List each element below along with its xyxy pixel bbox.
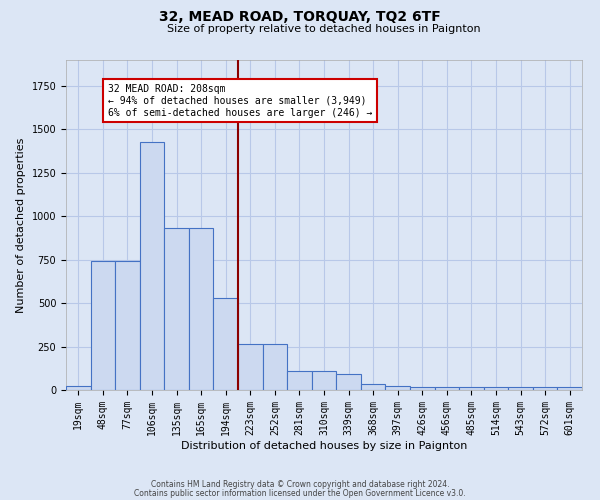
Bar: [66, 386, 91, 390]
Title: Size of property relative to detached houses in Paignton: Size of property relative to detached ho…: [167, 24, 481, 34]
Text: 32 MEAD ROAD: 208sqm
← 94% of detached houses are smaller (3,949)
6% of semi-det: 32 MEAD ROAD: 208sqm ← 94% of detached h…: [108, 84, 372, 117]
Bar: [287, 371, 312, 390]
Y-axis label: Number of detached properties: Number of detached properties: [16, 138, 26, 312]
Bar: [459, 388, 484, 390]
Text: 32, MEAD ROAD, TORQUAY, TQ2 6TF: 32, MEAD ROAD, TORQUAY, TQ2 6TF: [159, 10, 441, 24]
Bar: [484, 388, 508, 390]
Bar: [508, 388, 533, 390]
Bar: [140, 142, 164, 390]
Bar: [115, 262, 140, 390]
Bar: [263, 344, 287, 390]
Bar: [557, 388, 582, 390]
Bar: [410, 388, 434, 390]
Bar: [361, 384, 385, 390]
Bar: [312, 371, 336, 390]
Text: Contains public sector information licensed under the Open Government Licence v3: Contains public sector information licen…: [134, 488, 466, 498]
Text: Contains HM Land Registry data © Crown copyright and database right 2024.: Contains HM Land Registry data © Crown c…: [151, 480, 449, 489]
Bar: [336, 374, 361, 390]
Bar: [434, 388, 459, 390]
Bar: [385, 386, 410, 390]
Bar: [91, 262, 115, 390]
Bar: [214, 298, 238, 390]
Bar: [238, 344, 263, 390]
Bar: [189, 228, 214, 390]
X-axis label: Distribution of detached houses by size in Paignton: Distribution of detached houses by size …: [181, 440, 467, 450]
Bar: [533, 388, 557, 390]
Bar: [164, 228, 189, 390]
